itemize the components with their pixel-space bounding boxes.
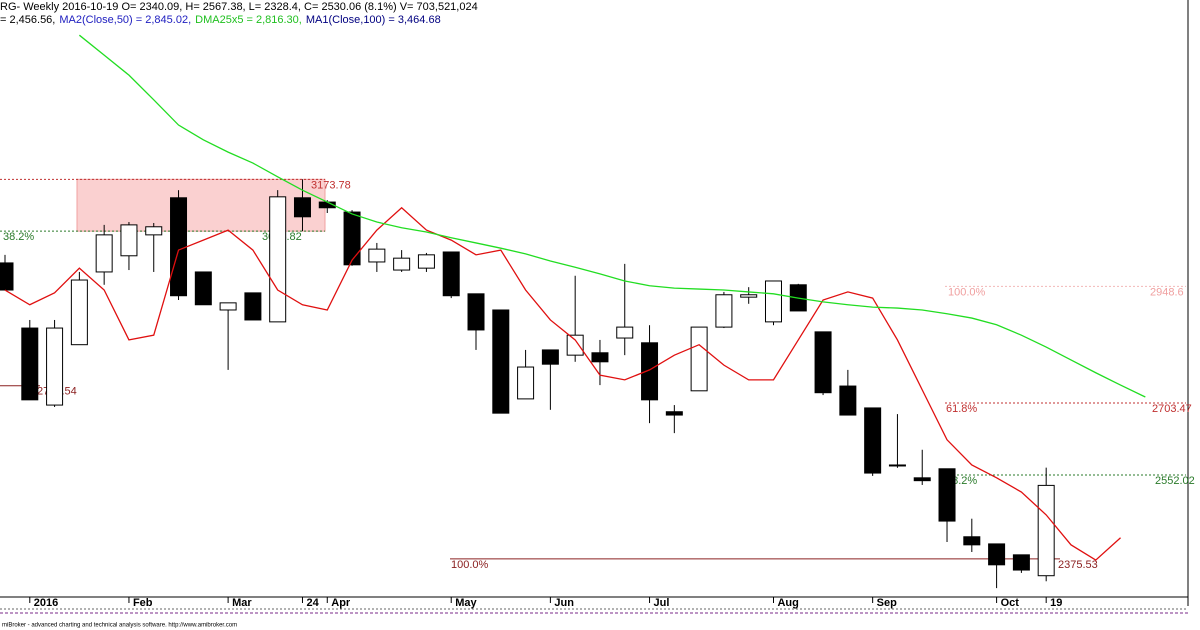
x-tick-label: Sep [877,597,897,609]
candle-body [368,248,386,263]
candle-body [417,254,435,269]
candle-body [641,342,659,401]
candle-body [46,327,64,406]
header-line: = 2,456.56, MA2(Close,50) = 2,845.02, DMA2… [0,14,441,26]
header-line: RG- Weekly 2016-10-19 O= 2340.09, H= 256… [0,1,478,13]
candle-body [591,352,609,363]
x-tick-label: 2016 [34,597,58,609]
candle-body [120,224,138,257]
level-price: 3173.78 [311,179,351,191]
candle-body [839,385,857,416]
candle-body [616,326,634,339]
x-tick-label: 19 [1050,597,1062,609]
candle-body [715,294,733,328]
candle-body [70,279,88,346]
candle-body [541,349,559,365]
level-text: 100.0% [451,559,489,571]
x-tick-label: Oct [1001,597,1020,609]
level-price: 2552.02 [1155,475,1195,487]
ma-line [4,206,1121,561]
candle-body [0,262,14,291]
candle-body [95,234,113,273]
x-tick-label: Feb [133,597,153,609]
candle-body [864,407,882,474]
header-item: MA1(Close,100) = 3,464.68 [306,14,441,26]
candle-body [293,197,311,218]
candle-body [492,309,510,414]
candle-body [170,197,188,297]
level-price: 2703.47 [1152,403,1192,415]
candle-body [21,327,39,401]
candle-body [665,411,683,416]
candle-body [219,302,237,311]
candle-body [194,271,212,306]
candle-body [1037,484,1055,577]
level-price: 2375.53 [1058,559,1098,571]
candle-body [888,464,906,467]
footer: miBroker - advanced charting and technic… [2,623,237,629]
header-item: DMA25x5 = 2,816.30, [195,14,302,26]
candle-body [1012,554,1030,571]
x-tick-label: 24 [306,597,319,609]
header-item: = 2,456.56, [0,14,55,26]
candle-body [963,536,981,546]
x-tick-label: Apr [331,597,351,609]
candle-body [145,226,163,236]
x-tick-label: Jun [554,597,574,609]
candle-body [764,280,782,323]
x-tick-label: May [455,597,477,609]
ma-line [78,34,1146,398]
candle-body [814,331,832,394]
level-text: 61.8% [946,403,977,415]
candle-body [988,543,1006,566]
level-price: 2948.6 [1150,286,1184,298]
candle-body [566,334,584,356]
x-tick-label: Aug [777,597,798,609]
level-text: 38.2% [3,231,34,243]
candle-body [517,366,535,400]
candle-body [690,326,708,392]
header-item: MA2(Close,50) = 2,845.02, [59,14,191,26]
candle-body [442,251,460,297]
candle-body [393,257,411,271]
candle-body [913,477,931,482]
x-tick-label: Jul [654,597,670,609]
candle-body [740,294,758,298]
candle-body [343,211,361,266]
candle-body [269,196,287,323]
candle-body [244,292,262,321]
highlight-zone [76,178,326,232]
candle-body [938,468,956,522]
candle-body [467,293,485,331]
level-text: 100.0% [948,286,986,298]
x-tick-label: Mar [232,597,252,609]
